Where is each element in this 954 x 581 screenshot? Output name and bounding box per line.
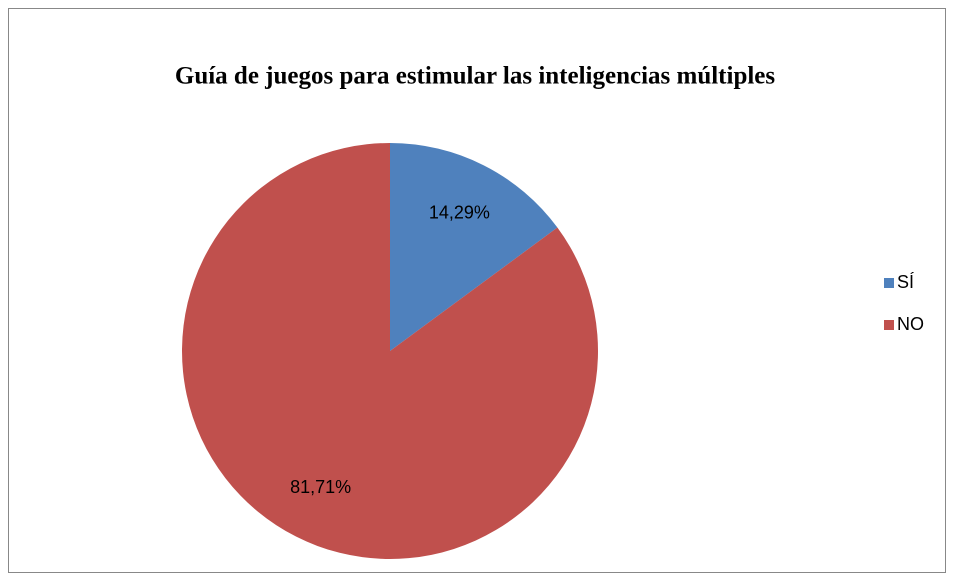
chart-title: Guía de juegos para estimular las inteli…: [175, 63, 776, 90]
legend-swatch: [884, 320, 894, 330]
legend-label: NO: [897, 314, 924, 334]
pie-slice: [182, 143, 598, 559]
legend-swatch: [884, 278, 894, 288]
pie-slice: [390, 143, 558, 351]
data-label: 81,71%: [290, 477, 351, 497]
data-label: 14,29%: [429, 202, 490, 222]
legend-label: SÍ: [897, 272, 914, 292]
